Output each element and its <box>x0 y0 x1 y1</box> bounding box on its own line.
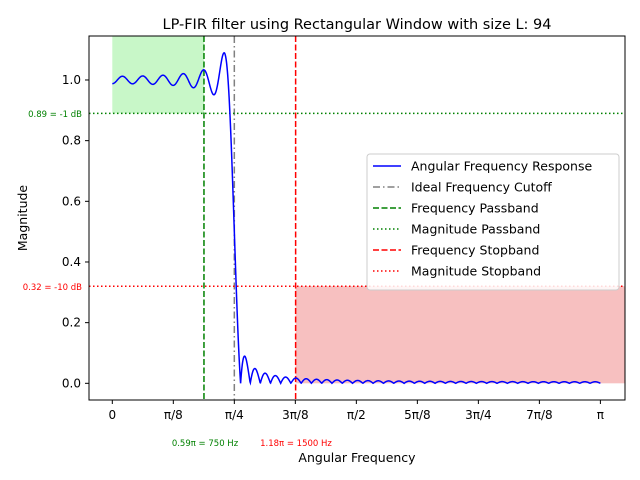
response-curve-group <box>112 52 601 386</box>
y-tick-label: 0.8 <box>62 134 81 148</box>
y-tick-label: 1.0 <box>62 73 81 87</box>
y-axis-label: Magnitude <box>15 185 30 252</box>
angular-frequency-response-line <box>112 52 601 386</box>
legend: Angular Frequency Response Ideal Frequenc… <box>366 153 620 291</box>
x-tick-label: π/4 <box>225 408 244 422</box>
legend-entry-label: Ideal Frequency Cutoff <box>411 180 552 195</box>
chart-title: LP-FIR filter using Rectangular Window w… <box>162 17 551 33</box>
legend-entry-label: Magnitude Passband <box>411 222 540 237</box>
x-axis-label: Angular Frequency <box>298 450 416 465</box>
y-tick-label: 0.0 <box>62 376 81 390</box>
x-tick-label: 0 <box>108 408 116 422</box>
x-tick-label: 5π/8 <box>404 408 431 422</box>
y-tick-label: 0.6 <box>62 194 81 208</box>
x-tick-label: 3π/4 <box>465 408 492 422</box>
y-tick-label: 0.2 <box>62 316 81 330</box>
shaded-regions <box>112 36 625 384</box>
reference-lines <box>89 36 625 400</box>
legend-entry-label: Magnitude Stopband <box>411 264 541 279</box>
legend-entry-label: Frequency Passband <box>411 201 539 216</box>
y-tick-label: 0.4 <box>62 255 81 269</box>
y-axis: 0.0 0.2 0.4 0.6 0.8 1.0 <box>62 73 89 390</box>
passband-magnitude-annotation: 0.89 = -1 dB <box>28 110 82 120</box>
stopband-magnitude-annotation: 0.32 = -10 dB <box>23 283 82 293</box>
legend-entry-label: Angular Frequency Response <box>411 159 592 174</box>
stopband-frequency-annotation: 1.18π = 1500 Hz <box>260 439 332 449</box>
legend-box <box>366 153 620 291</box>
x-tick-label: 7π/8 <box>526 408 553 422</box>
passband-frequency-annotation: 0.59π = 750 Hz <box>172 439 239 449</box>
x-tick-label: π/2 <box>347 408 366 422</box>
x-axis: 0 π/8 π/4 3π/8 π/2 5π/8 3π/4 7π/8 π <box>108 400 604 422</box>
x-tick-label: π/8 <box>164 408 183 422</box>
x-tick-label: 3π/8 <box>282 408 309 422</box>
legend-entry-label: Frequency Stopband <box>411 243 539 258</box>
x-tick-label: π <box>597 408 604 422</box>
plot-frame <box>88 35 626 401</box>
stopband-region <box>295 286 625 384</box>
passband-region <box>112 36 204 114</box>
